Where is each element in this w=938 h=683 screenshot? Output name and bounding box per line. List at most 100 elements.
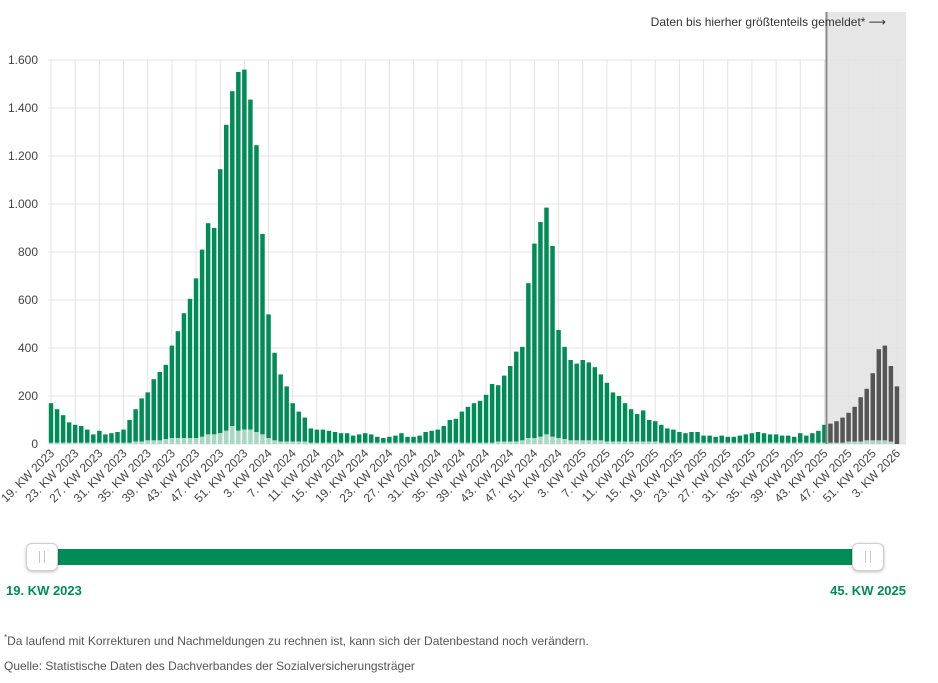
bar-segment-main <box>157 372 163 441</box>
bar-segment-main <box>610 392 616 442</box>
bar-segment-light <box>447 442 453 444</box>
bar-segment-main <box>230 91 235 426</box>
bar-segment-main <box>640 410 646 442</box>
bar-segment-main <box>653 421 658 442</box>
y-tick-label: 1.600 <box>8 53 38 67</box>
bar-segment-light <box>556 438 561 444</box>
y-tick-label: 600 <box>18 293 38 307</box>
bar-segment-light <box>266 438 271 444</box>
bar-segment-light <box>284 441 289 444</box>
bar-segment-light <box>731 442 737 444</box>
bar-segment-main <box>707 435 712 443</box>
bar-segment-light <box>417 442 422 444</box>
footnote-text: Da laufend mit Korrekturen und Nachmeldu… <box>7 634 589 648</box>
bar-segment-light <box>755 442 761 444</box>
bar-segment-light <box>526 438 531 444</box>
slider-end-handle[interactable] <box>852 543 884 571</box>
bar-segment-light <box>320 442 326 444</box>
bar-segment-main <box>290 403 295 442</box>
bar-segment-light <box>272 440 277 444</box>
bar-segment-light <box>115 442 120 444</box>
bar-segment-light <box>187 438 193 444</box>
slider-start-handle[interactable] <box>26 543 58 571</box>
bar-segment-main <box>356 434 362 443</box>
bar-segment-light <box>870 440 876 444</box>
bar-segment-main <box>314 429 320 443</box>
bar-segment-light <box>507 441 513 444</box>
grip-icon <box>865 551 871 563</box>
bar-segment-main <box>731 436 737 443</box>
bar-segment-light <box>665 442 670 444</box>
bar-segment-main <box>369 434 374 443</box>
bar-segment-light <box>846 441 851 444</box>
bars <box>48 69 900 444</box>
bar-segment-light <box>224 430 229 444</box>
bar-segment-main <box>405 436 410 443</box>
bar-segment-light <box>495 441 501 444</box>
bar-segment-light <box>356 442 362 444</box>
bar-segment-light <box>598 440 604 444</box>
bar-segment-main <box>399 433 404 443</box>
grip-icon <box>39 551 45 563</box>
y-tick-label: 200 <box>18 389 38 403</box>
y-tick-label: 1.000 <box>8 197 38 211</box>
bar-segment-light <box>532 438 537 444</box>
footnote: *Da laufend mit Korrekturen und Nachmeld… <box>4 633 589 648</box>
bar-segment-light <box>683 442 688 444</box>
bar-segment-main <box>175 331 181 438</box>
bar-segment-main <box>483 394 489 443</box>
bar-segment-light <box>538 436 543 444</box>
bar-segment-main <box>749 433 755 443</box>
bar-segment-main <box>248 99 253 430</box>
bar-segment-main <box>634 414 640 442</box>
bar-segment-main <box>514 351 519 442</box>
bar-segment-main <box>193 278 199 438</box>
bar-segment-light <box>489 442 495 444</box>
bar-segment-main <box>441 426 447 443</box>
bar-segment-main <box>713 436 718 443</box>
bar-segment-light <box>640 441 646 444</box>
bar-segment-main <box>187 298 193 438</box>
bar-segment-light <box>387 442 392 444</box>
bar-segment-light <box>290 441 295 444</box>
bar-segment-main <box>465 406 471 443</box>
bar-segment-light <box>181 438 187 444</box>
bar-segment-light <box>151 440 156 444</box>
bar-segment-main <box>459 411 465 443</box>
bar-segment-light <box>66 442 72 444</box>
bar-segment-light <box>864 440 869 444</box>
bar-segment-light <box>646 441 652 444</box>
bar-segment-light <box>278 441 283 444</box>
bar-segment-main <box>411 436 416 443</box>
date-range-slider[interactable] <box>20 540 890 574</box>
bar-segment-light <box>677 442 682 444</box>
bar-segment-light <box>580 440 585 444</box>
bar-segment-main <box>72 424 78 443</box>
bar-segment-main <box>616 396 622 442</box>
bar-segment-main <box>169 345 175 438</box>
bar-segment-main <box>326 430 332 443</box>
bar-segment-light <box>230 426 235 444</box>
bar-segment-main <box>568 360 573 441</box>
bar-segment-light <box>338 442 344 444</box>
bar-segment-main <box>580 360 585 441</box>
y-tick-label: 0 <box>31 437 38 451</box>
bar-segment-main <box>332 432 338 443</box>
bar-segment-main <box>719 435 724 443</box>
bar-segment-main <box>211 228 217 435</box>
slider-range-fill <box>58 549 854 565</box>
bar-segment-light <box>242 429 247 444</box>
bar-segment-light <box>562 439 567 444</box>
bar-segment-light <box>453 442 459 444</box>
bar-segment-main <box>628 409 634 442</box>
bar-segment-light <box>54 442 60 444</box>
bar-segment-light <box>471 442 477 444</box>
bar-segment-main <box>550 246 555 437</box>
bar-segment-light <box>193 438 199 444</box>
bar-segment-main <box>181 313 187 438</box>
bar-segment-main <box>785 435 791 443</box>
bar-segment-light <box>622 441 628 444</box>
bar-segment-main <box>266 314 271 438</box>
bar-segment-main <box>91 434 96 443</box>
bar-segment-light <box>145 440 150 444</box>
